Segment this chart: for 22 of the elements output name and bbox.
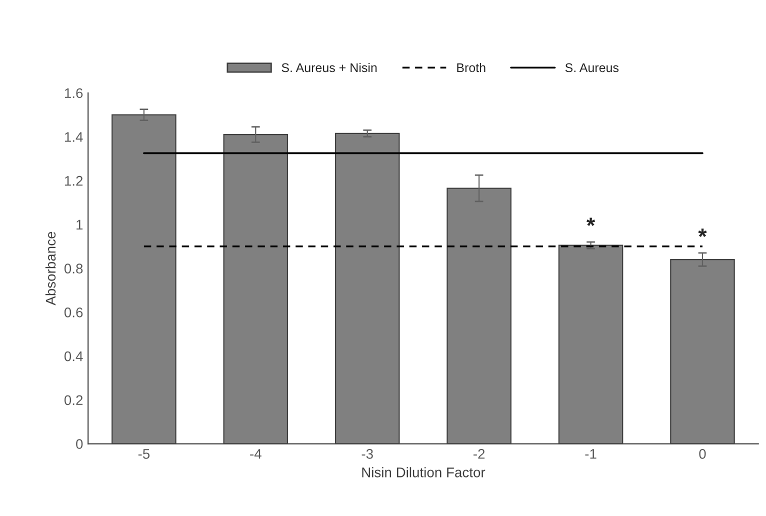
x-tick-label: -1 xyxy=(585,449,596,459)
x-tick-label: -5 xyxy=(138,449,150,459)
legend-label: Broth xyxy=(457,62,486,72)
x-tick-label: -4 xyxy=(250,449,262,459)
x-tick-label: 0 xyxy=(699,448,706,459)
y-tick-label: 0.8 xyxy=(64,264,83,274)
legend-label: S. Aureus xyxy=(565,63,619,72)
y-tick-label: 1 xyxy=(76,220,83,230)
y-tick-label: 0.6 xyxy=(64,308,83,318)
y-tick-label: 1.6 xyxy=(64,88,83,98)
y-tick-label: 0.2 xyxy=(64,395,83,406)
y-axis-title: Absorbance xyxy=(45,232,56,306)
y-tick-label: 0.4 xyxy=(64,351,83,362)
x-tick-label: -3 xyxy=(362,448,373,459)
y-tick-label: 1.2 xyxy=(64,176,83,186)
annotation: * xyxy=(586,218,596,226)
annotation: * xyxy=(698,228,707,237)
x-axis-title: Nisin Dilution Factor xyxy=(362,467,486,478)
x-tick-label: -2 xyxy=(474,448,485,459)
legend-label: S. Aureus + Nisin xyxy=(282,62,377,72)
y-tick-label: 0 xyxy=(76,439,83,449)
y-tick-label: 1.4 xyxy=(64,132,83,142)
